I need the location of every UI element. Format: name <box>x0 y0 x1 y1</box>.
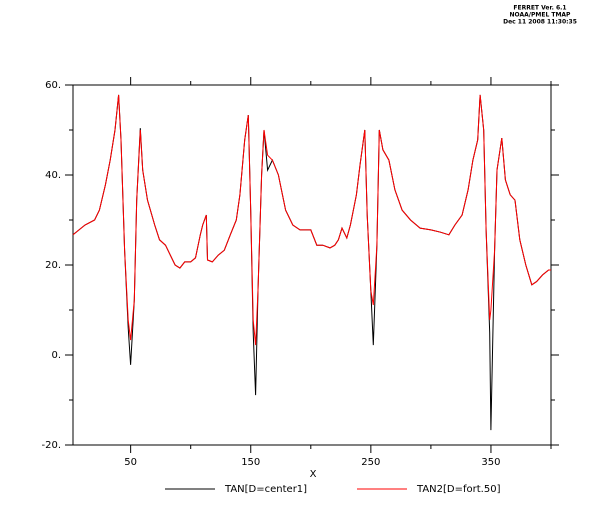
x-tick-label: 350 <box>481 457 500 468</box>
legend-label: TAN[D=center1] <box>224 484 307 495</box>
y-tick-label: 60. <box>45 80 61 91</box>
y-tick-label: 40. <box>45 170 61 181</box>
x-tick-label: 50 <box>124 457 137 468</box>
y-tick-label: -20. <box>41 440 61 451</box>
legend-label: TAN2[D=fort.50] <box>416 484 501 495</box>
y-tick-label: 20. <box>45 260 61 271</box>
y-tick-label: 0. <box>51 350 61 361</box>
x-axis-label: X <box>310 469 317 480</box>
x-tick-label: 250 <box>361 457 380 468</box>
header-line: FERRET Ver. 6.1 <box>513 5 566 12</box>
plot-frame <box>72 84 552 446</box>
header-line: NOAA/PMEL TMAP <box>510 12 572 19</box>
data-line <box>72 94 551 346</box>
x-tick-label: 150 <box>241 457 260 468</box>
data-line <box>72 94 551 431</box>
header-line: Dec 11 2008 11:30:35 <box>503 19 577 26</box>
